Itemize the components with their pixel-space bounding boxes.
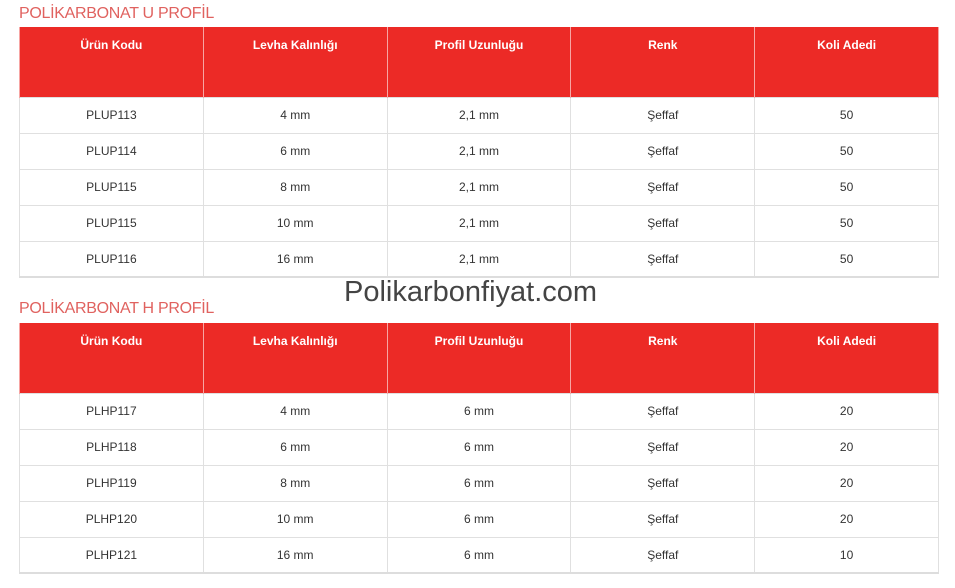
watermark: Polikarbonfiyat.com (344, 276, 598, 308)
column-header: Levha Kalınlığı (202, 27, 388, 97)
table-cell: PLUP115 (19, 168, 204, 206)
table-cell: 2,1 mm (386, 240, 572, 278)
table-cell: Şeffaf (570, 464, 756, 502)
table-cell: 50 (754, 204, 939, 242)
table-cell: PLHP120 (19, 500, 204, 538)
table-row: PLUP115 10 mm 2,1 mm Şeffaf 50 (19, 204, 939, 242)
table-cell: PLUP116 (19, 240, 204, 278)
table-row: PLHP118 6 mm 6 mm Şeffaf 20 (19, 428, 939, 466)
table-cell: 20 (754, 428, 939, 466)
table-cell: 8 mm (202, 464, 388, 502)
table-cell: 4 mm (202, 392, 388, 430)
table-cell: Şeffaf (570, 536, 756, 574)
table-cell: 20 (754, 500, 939, 538)
table-cell: 10 mm (202, 204, 388, 242)
table-cell: 6 mm (386, 500, 572, 538)
table-cell: Şeffaf (570, 428, 756, 466)
column-header: Koli Adedi (754, 27, 939, 97)
header-row: Ürün Kodu Levha Kalınlığı Profil Uzunluğu R… (19, 27, 939, 97)
table-cell: PLUP113 (19, 96, 204, 134)
table-cell: 50 (754, 132, 939, 170)
table-row: PLUP115 8 mm 2,1 mm Şeffaf 50 (19, 168, 939, 206)
table-cell: 4 mm (202, 96, 388, 134)
table-cell: 10 mm (202, 500, 388, 538)
table-cell: 16 mm (202, 536, 388, 574)
table-cell: Şeffaf (570, 204, 756, 242)
table-row: PLHP119 8 mm 6 mm Şeffaf 20 (19, 464, 939, 502)
table-cell: 20 (754, 464, 939, 502)
table-cell: 6 mm (386, 464, 572, 502)
table-cell: PLHP118 (19, 428, 204, 466)
table-cell: 50 (754, 240, 939, 278)
table-cell: Şeffaf (570, 132, 756, 170)
column-header: Ürün Kodu (19, 27, 204, 97)
table-cell: 6 mm (386, 536, 572, 574)
table-cell: 6 mm (202, 428, 388, 466)
table-row: PLUP113 4 mm 2,1 mm Şeffaf 50 (19, 96, 939, 134)
column-header: Koli Adedi (754, 323, 939, 393)
table-cell: 6 mm (202, 132, 388, 170)
table-cell: PLHP117 (19, 392, 204, 430)
table-cell: Şeffaf (570, 392, 756, 430)
table-row: PLHP120 10 mm 6 mm Şeffaf 20 (19, 500, 939, 538)
column-header: Renk (570, 323, 756, 393)
table-cell: Şeffaf (570, 240, 756, 278)
table-cell: Şeffaf (570, 96, 756, 134)
table-cell: 50 (754, 96, 939, 134)
table-cell: 2,1 mm (386, 132, 572, 170)
column-header: Profil Uzunluğu (386, 27, 572, 97)
table-cell: 2,1 mm (386, 168, 572, 206)
table-cell: 8 mm (202, 168, 388, 206)
table-cell: 6 mm (386, 392, 572, 430)
table-cell: 10 (754, 536, 939, 574)
column-header: Ürün Kodu (19, 323, 204, 393)
table-cell: Şeffaf (570, 500, 756, 538)
table-cell: PLHP119 (19, 464, 204, 502)
table-cell: 50 (754, 168, 939, 206)
table-row: PLHP117 4 mm 6 mm Şeffaf 20 (19, 392, 939, 430)
table-cell: PLHP121 (19, 536, 204, 574)
header-row: Ürün Kodu Levha Kalınlığı Profil Uzunluğu R… (19, 323, 939, 393)
table-cell: 2,1 mm (386, 204, 572, 242)
table-cell: Şeffaf (570, 168, 756, 206)
table-row: PLHP121 16 mm 6 mm Şeffaf 10 (19, 536, 939, 574)
column-header: Renk (570, 27, 756, 97)
table-cell: PLUP115 (19, 204, 204, 242)
column-header: Profil Uzunluğu (386, 323, 572, 393)
section-title: POLİKARBONAT U PROFİL (19, 5, 214, 22)
product-table: Ürün Kodu Levha Kalınlığı Profil Uzunluğu R… (19, 27, 939, 278)
table-cell: PLUP114 (19, 132, 204, 170)
table-row: PLUP116 16 mm 2,1 mm Şeffaf 50 (19, 240, 939, 278)
table-cell: 2,1 mm (386, 96, 572, 134)
table-cell: 16 mm (202, 240, 388, 278)
column-header: Levha Kalınlığı (202, 323, 388, 393)
table-cell: 6 mm (386, 428, 572, 466)
table-row: PLUP114 6 mm 2,1 mm Şeffaf 50 (19, 132, 939, 170)
section-title: POLİKARBONAT H PROFİL (19, 300, 214, 317)
product-table: Ürün Kodu Levha Kalınlığı Profil Uzunluğu R… (19, 323, 939, 574)
table-cell: 20 (754, 392, 939, 430)
